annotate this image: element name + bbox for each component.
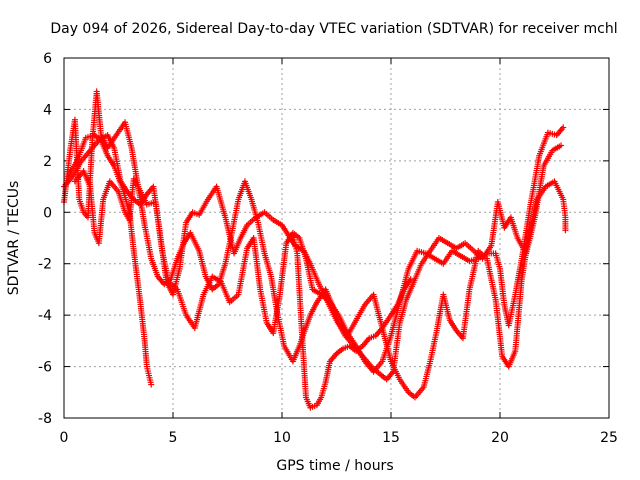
x-tick-label: 20 bbox=[491, 430, 509, 446]
y-tick-label: -2 bbox=[38, 257, 52, 273]
y-tick-label: 4 bbox=[43, 102, 52, 118]
x-tick-label: 10 bbox=[273, 430, 291, 446]
y-tick-label: 2 bbox=[43, 154, 52, 170]
x-tick-label: 25 bbox=[600, 430, 618, 446]
y-axis-label: SDTVAR / TECUs bbox=[6, 181, 22, 296]
chart-title: Day 094 of 2026, Sidereal Day-to-day VTE… bbox=[50, 21, 617, 37]
x-tick-labels: 0 5 10 15 20 25 bbox=[60, 430, 618, 446]
data-point bbox=[562, 227, 569, 234]
series-track-3 bbox=[65, 132, 155, 388]
series-track-5 bbox=[289, 232, 414, 411]
y-tick-label: -4 bbox=[38, 308, 52, 324]
x-axis-label: GPS time / hours bbox=[276, 458, 393, 474]
series-track-1 bbox=[61, 88, 567, 375]
data-point bbox=[560, 124, 567, 131]
series-track-4 bbox=[71, 168, 569, 401]
data-point bbox=[558, 142, 565, 149]
data-series bbox=[61, 88, 569, 411]
x-tick-label: 15 bbox=[382, 430, 400, 446]
y-tick-label: -6 bbox=[38, 360, 52, 376]
grid-lines bbox=[64, 58, 609, 418]
x-tick-label: 0 bbox=[60, 430, 69, 446]
y-tick-labels: -8 -6 -4 -2 0 2 4 6 bbox=[38, 51, 52, 427]
y-tick-label: 6 bbox=[43, 51, 52, 67]
plot-frame bbox=[63, 57, 610, 419]
data-point bbox=[407, 276, 414, 283]
data-point bbox=[148, 381, 155, 388]
y-tick-label: 0 bbox=[43, 205, 52, 221]
y-tick-label: -8 bbox=[38, 411, 52, 427]
x-tick-label: 5 bbox=[169, 430, 178, 446]
